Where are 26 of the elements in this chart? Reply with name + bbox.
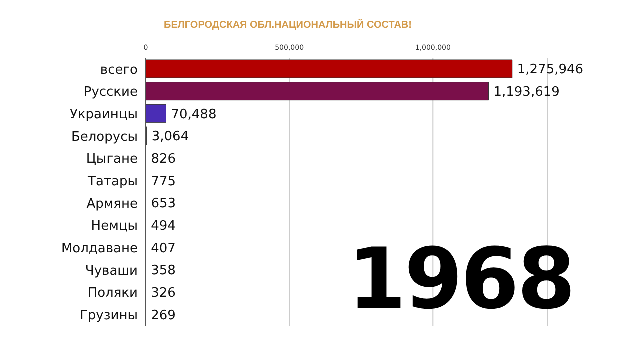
data-label: 494 [151, 218, 176, 234]
chart-title: БЕЛГОРОДСКАЯ ОБЛ.НАЦИОНАЛЬНЫЙ СОСТАВ! [163, 20, 413, 31]
y-tick-label: Чуваши [85, 264, 138, 279]
y-tick-label: Цыгане [86, 152, 138, 168]
data-label: 1,275,946 [517, 62, 584, 78]
data-label: 269 [151, 308, 176, 324]
data-label: 1,193,619 [494, 84, 560, 100]
y-tick-label: Поляки [88, 286, 138, 302]
data-label: 70,488 [171, 107, 217, 122]
data-label: 3,064 [152, 130, 190, 145]
y-tick-label: Украинцы [70, 107, 138, 122]
y-tick-label: Грузины [80, 308, 138, 324]
data-label: 826 [151, 152, 176, 167]
y-tick-label: Татары [87, 174, 138, 190]
data-label: 775 [151, 174, 176, 190]
y-tick-label: Белорусы [71, 130, 138, 145]
data-label: 653 [151, 196, 176, 212]
y-tick-label: всего [100, 62, 138, 78]
y-tick-label: Русские [84, 85, 138, 100]
data-label: 358 [151, 264, 176, 279]
data-label: 326 [151, 286, 176, 301]
y-tick-label: Армяне [86, 196, 138, 212]
y-tick-label: Немцы [91, 219, 138, 234]
data-label: 407 [151, 241, 176, 256]
annotation: 1968 [348, 230, 574, 328]
y-tick-label: Молдаване [61, 241, 138, 256]
